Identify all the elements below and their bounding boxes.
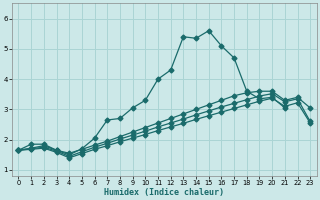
X-axis label: Humidex (Indice chaleur): Humidex (Indice chaleur) (104, 188, 224, 197)
